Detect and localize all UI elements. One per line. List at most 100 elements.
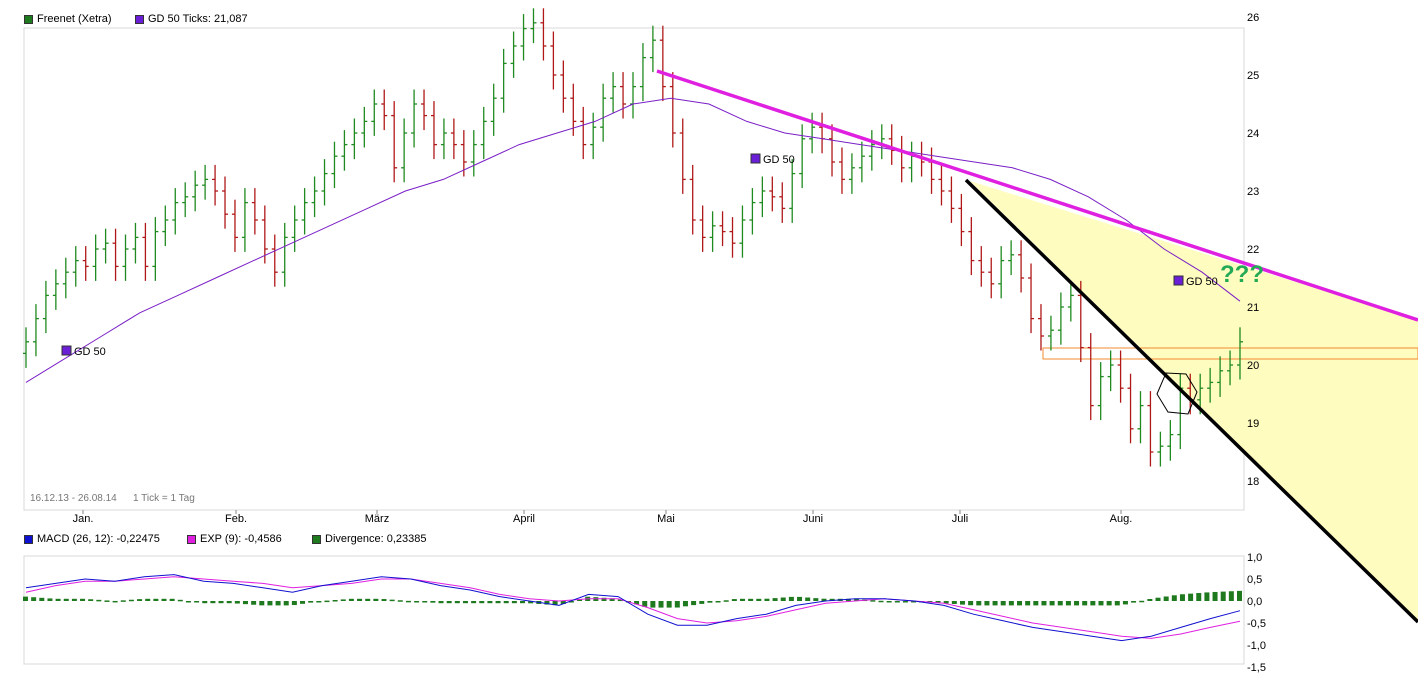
divergence-bar bbox=[968, 601, 974, 606]
ohlc-bar bbox=[948, 176, 955, 223]
divergence-bar bbox=[829, 598, 835, 601]
divergence-bar bbox=[805, 597, 811, 601]
ohlc-bar bbox=[351, 118, 358, 160]
y-tick-label: 21 bbox=[1247, 302, 1259, 314]
divergence-bar bbox=[242, 601, 248, 605]
divergence-bar bbox=[300, 601, 306, 604]
ohlc-bar bbox=[709, 211, 716, 252]
ohlc-bar bbox=[1107, 350, 1114, 392]
x-tick-label: Jan. bbox=[73, 513, 94, 525]
divergence-bar bbox=[951, 601, 957, 605]
divergence-bar bbox=[1147, 598, 1153, 601]
legend-swatch-macd bbox=[24, 534, 33, 544]
divergence-bar bbox=[1163, 596, 1169, 601]
divergence-bar bbox=[226, 601, 232, 604]
divergence-bar bbox=[202, 601, 208, 604]
ohlc-bar bbox=[1018, 240, 1025, 293]
ohlc-bar bbox=[729, 217, 736, 258]
ohlc-bar bbox=[829, 124, 836, 177]
ohlc-bar bbox=[42, 280, 49, 334]
y-tick-label: 23 bbox=[1247, 186, 1259, 198]
ohlc-bar bbox=[958, 193, 965, 247]
ohlc-bar bbox=[430, 101, 437, 160]
divergence-bar bbox=[1017, 601, 1023, 606]
y-tick-label: 26 bbox=[1247, 12, 1259, 24]
ohlc-bar bbox=[739, 205, 746, 258]
divergence-bar bbox=[47, 598, 53, 601]
ohlc-bar bbox=[968, 217, 975, 276]
ohlc-bar bbox=[1087, 333, 1094, 421]
main-plot-frame bbox=[23, 27, 1245, 511]
divergence-bar bbox=[520, 601, 526, 604]
divergence-bar bbox=[31, 597, 37, 601]
ohlc-bar bbox=[570, 83, 577, 136]
ohlc-bar bbox=[500, 48, 507, 113]
ohlc-bar bbox=[600, 83, 607, 142]
ohlc-bar bbox=[560, 60, 567, 113]
divergence-bar bbox=[1082, 601, 1088, 606]
divergence-bar bbox=[348, 598, 354, 601]
ohlc-bar bbox=[421, 89, 428, 131]
divergence-bar bbox=[764, 598, 770, 601]
macd-line bbox=[25, 574, 1241, 642]
x-tick-label: März bbox=[365, 513, 389, 525]
ohlc-bar bbox=[460, 130, 467, 177]
y-tick-label: 22 bbox=[1247, 244, 1259, 256]
divergence-bar bbox=[332, 599, 338, 602]
ohlc-bar bbox=[92, 234, 99, 281]
divergence-bar bbox=[381, 599, 387, 601]
legend-divergence: Divergence: 0,23385 bbox=[312, 533, 427, 545]
ohlc-bar bbox=[679, 118, 686, 194]
ohlc-bar bbox=[172, 188, 179, 235]
legend-label-divergence: Divergence: 0,23385 bbox=[325, 533, 427, 545]
divergence-bar bbox=[756, 598, 762, 601]
divergence-bar bbox=[878, 600, 884, 603]
divergence-bar bbox=[96, 599, 102, 602]
ohlc-bar bbox=[719, 211, 726, 247]
divergence-bar bbox=[1098, 601, 1104, 606]
legend-label-freenet: Freenet (Xetra) bbox=[37, 13, 112, 25]
divergence-bar bbox=[959, 601, 965, 605]
divergence-bar bbox=[80, 598, 86, 601]
divergence-bar bbox=[438, 601, 444, 604]
ohlc-bar bbox=[1067, 280, 1074, 322]
hexagon-marker bbox=[1156, 372, 1198, 415]
legend-gd50: GD 50 Ticks: 21,087 bbox=[135, 13, 248, 25]
macd-y-tick-label: 1,0 bbox=[1247, 552, 1262, 564]
divergence-bar bbox=[1220, 591, 1226, 601]
ohlc-bar bbox=[858, 141, 865, 183]
ohlc-bar bbox=[1047, 315, 1054, 351]
gd50-label-3: GD 50 bbox=[1186, 276, 1218, 288]
divergence-bar bbox=[658, 601, 664, 608]
divergence-bar bbox=[430, 601, 436, 603]
divergence-bar bbox=[1237, 590, 1242, 601]
ohlc-bar bbox=[291, 205, 298, 252]
divergence-bar bbox=[357, 598, 363, 601]
ohlc-bar bbox=[1147, 391, 1154, 467]
divergence-bar bbox=[71, 598, 77, 601]
divergence-bar bbox=[210, 601, 216, 604]
tick-info: 1 Tick = 1 Tag bbox=[133, 493, 195, 504]
exp-signal-line bbox=[25, 576, 1241, 639]
divergence-bar bbox=[63, 598, 69, 601]
divergence-bar bbox=[39, 597, 45, 601]
divergence-bar bbox=[568, 601, 574, 603]
ohlc-bar bbox=[102, 228, 109, 264]
ohlc-bar bbox=[381, 89, 388, 131]
y-tick-label: 18 bbox=[1247, 476, 1259, 488]
ohlc-bar bbox=[749, 188, 756, 235]
x-tick-label: Juni bbox=[803, 513, 823, 525]
ohlc-bar bbox=[1227, 350, 1234, 386]
divergence-bar bbox=[911, 601, 917, 603]
divergence-bar bbox=[104, 600, 110, 602]
ohlc-bar bbox=[799, 124, 806, 189]
divergence-bar bbox=[1139, 600, 1145, 603]
ohlc-bar bbox=[331, 141, 338, 189]
ohlc-bar bbox=[550, 31, 557, 90]
divergence-bar bbox=[723, 600, 729, 602]
ohlc-bar bbox=[261, 205, 268, 264]
ohlc-bar bbox=[669, 72, 676, 148]
divergence-bar bbox=[560, 601, 566, 604]
ohlc-bar bbox=[789, 159, 796, 223]
ohlc-bar bbox=[490, 83, 497, 136]
